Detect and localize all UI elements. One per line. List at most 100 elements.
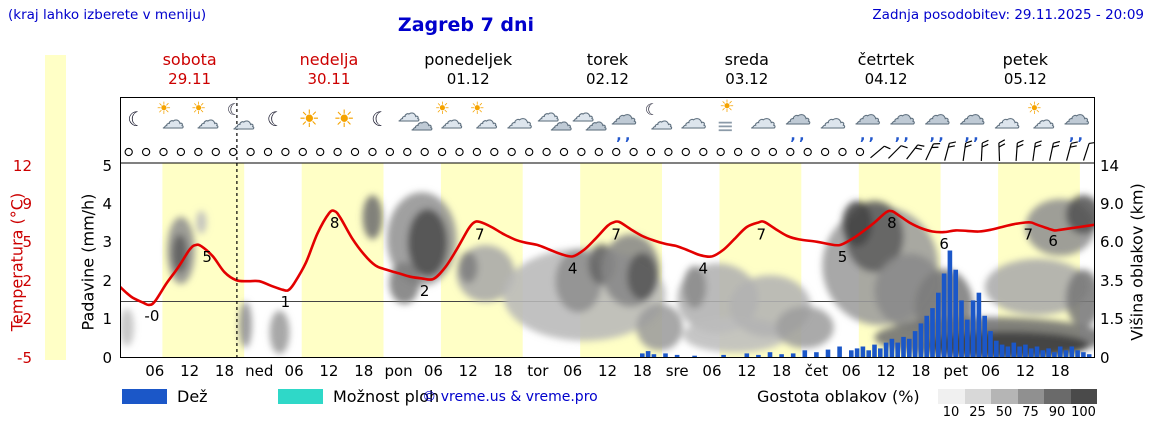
day-name-torek: torek — [586, 50, 629, 69]
x-hour-label: 12 — [876, 362, 896, 380]
rain-legend-swatch — [122, 389, 167, 404]
x-hour-label: 18 — [911, 362, 931, 380]
weather-icon-sun-cloud: ☀ ☁ — [191, 99, 220, 134]
weather-icon-rain: ☁ ‚‚ — [924, 101, 951, 145]
weather-icon-rain: ☁ ‚‚ — [610, 101, 637, 145]
precip-bars — [640, 250, 1092, 358]
svg-text:7: 7 — [757, 226, 767, 244]
x-day-label: pon — [384, 362, 413, 380]
weather-icon-rain: ☁ ‚‚ — [889, 101, 916, 145]
weather-icons-row: ☾ ☀ ☁ ☀ ☁ ☾ ☁ ☾ ☀ ☀ ☾ ☁ ☁ ☀ ☁ ☀ ☁ ☁ ☁ ☁ ☁ ☁ ☁ ‚‚ ☾ ☁ ☁ ☀ ≡ ☁ ☁ ‚‚ ☁ ☁ ‚‚ ☁ ‚… — [120, 99, 1095, 151]
rain-legend-label: Dež — [177, 387, 208, 406]
cloud-scale-value: 10 — [942, 405, 960, 420]
day-name-petek: petek — [1002, 50, 1049, 69]
copyright-link[interactable]: © vreme.us & vreme.pro — [422, 389, 598, 405]
x-hour-label: 12 — [319, 362, 339, 380]
left-accent-strip — [45, 55, 66, 360]
weather-icon-sun-cloud: ☀ ☁ — [156, 99, 185, 134]
weather-icon-rain: ☁ ‚‚ — [1063, 101, 1090, 145]
svg-text:7: 7 — [1024, 226, 1034, 244]
weather-icon-cloud: ☁ — [993, 105, 1020, 135]
day-date-ponedeljek: 01.12 — [446, 70, 490, 88]
cloud-scale-swatch — [991, 389, 1018, 404]
svg-text:7: 7 — [611, 226, 621, 244]
x-hour-label: 18 — [354, 362, 374, 380]
day-name-sobota: sobota — [162, 50, 217, 69]
day-date-četrtek: 04.12 — [864, 70, 908, 88]
day-date-petek: 05.12 — [1003, 70, 1047, 88]
day-date-sobota: 29.11 — [168, 70, 212, 88]
temp-tick: -2 — [17, 310, 32, 329]
x-hour-label: 12 — [737, 362, 757, 380]
x-day-label: ned — [245, 362, 274, 380]
day-name-ponedeljek: ponedeljek — [424, 50, 513, 69]
temp-tick: 2 — [22, 271, 32, 290]
precip-tick: 4 — [102, 194, 112, 213]
x-hour-label: 06 — [702, 362, 722, 380]
weather-icon-sun-fog: ☀ ≡ — [716, 97, 735, 139]
svg-text:4: 4 — [699, 259, 709, 277]
day-date-sreda: 03.12 — [725, 70, 769, 88]
cloud-scale-swatch — [1070, 389, 1097, 404]
showers-legend-swatch — [278, 389, 323, 404]
x-hour-label: 06 — [423, 362, 443, 380]
x-hour-label: 06 — [980, 362, 1001, 380]
svg-text:5: 5 — [838, 248, 848, 266]
wind-row — [124, 139, 1095, 162]
weather-icon-moon: ☾ — [266, 107, 285, 131]
svg-text:8: 8 — [887, 214, 897, 232]
cloud-height-tick: 6.0 — [1100, 233, 1124, 252]
svg-text:4: 4 — [568, 259, 578, 277]
precip-tick: 3 — [102, 233, 112, 252]
x-hour-label: 18 — [772, 362, 792, 380]
x-hour-label: 06 — [145, 362, 165, 380]
temperature-curve — [120, 209, 1095, 307]
temp-tick: 12 — [12, 156, 32, 175]
temp-tick: -5 — [17, 348, 32, 367]
day-name-četrtek: četrtek — [857, 50, 915, 69]
day-date-nedelja: 30.11 — [307, 70, 351, 88]
cloud-shading — [120, 192, 1095, 358]
day-date-torek: 02.12 — [586, 70, 629, 88]
cloud-scale-swatch — [938, 389, 965, 404]
svg-text:5: 5 — [202, 248, 212, 266]
weather-icon-moon: ☾ — [127, 107, 146, 131]
day-name-nedelja: nedelja — [299, 50, 359, 69]
cloud-scale-swatch — [1017, 389, 1044, 404]
precip-tick: 1 — [102, 310, 112, 329]
svg-text:-0: -0 — [144, 307, 159, 325]
cloud-scale-value: 25 — [969, 405, 986, 420]
x-day-label: tor — [527, 362, 549, 380]
x-hour-label: 06 — [284, 362, 304, 380]
svg-text:6: 6 — [939, 235, 949, 253]
x-day-label: čet — [804, 362, 829, 380]
precip-tick: 2 — [102, 271, 112, 290]
cloud-density-legend-label: Gostota oblakov (%) — [757, 387, 920, 406]
x-hour-label: 18 — [632, 362, 652, 380]
weather-icon-moon-cloud: ☾ ☁ — [644, 100, 674, 135]
weather-icon-rain: ☁ ‚‚ — [854, 101, 881, 145]
x-day-label: pet — [943, 362, 969, 380]
temp-tick: 5 — [22, 233, 32, 252]
x-hour-label: 06 — [841, 362, 861, 380]
x-hour-label: 18 — [1050, 362, 1070, 380]
weather-icon-clouds: ☁ ☁ — [397, 102, 433, 136]
cloud-height-tick: 0 — [1100, 348, 1110, 367]
cloud-height-tick: 1.5 — [1100, 310, 1124, 329]
weather-icon-sun-cloud: ☀ ☁ — [469, 99, 499, 134]
cloud-scale-value: 75 — [1022, 405, 1039, 420]
cloud-height-tick: 3.5 — [1100, 271, 1124, 290]
cloud-scale-value: 50 — [995, 405, 1013, 420]
svg-text:7: 7 — [475, 226, 485, 244]
last-update: Zadnja posodobitev: 29.11.2025 - 20:09 — [872, 7, 1144, 23]
weather-icon-cloud: ☁ — [750, 105, 777, 135]
cloud-scale-swatch — [1044, 389, 1071, 404]
x-hour-label: 12 — [1015, 362, 1035, 380]
weather-icon-rain: ☁ ‚‚ — [785, 101, 812, 145]
svg-text:6: 6 — [1048, 232, 1058, 250]
x-hour-label: 12 — [180, 362, 200, 380]
weather-icon-sun-cloud: ☀ ☁ — [1026, 99, 1056, 134]
cloud-height-tick: 14 — [1100, 156, 1120, 175]
